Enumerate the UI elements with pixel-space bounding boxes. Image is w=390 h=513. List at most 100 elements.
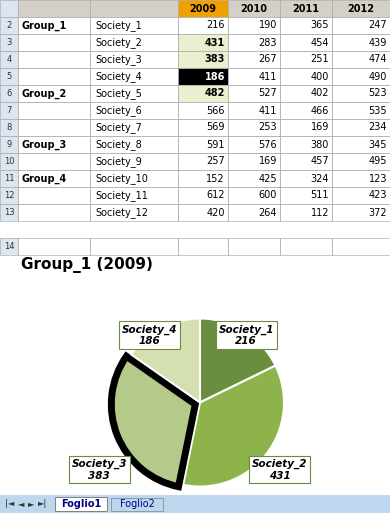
Text: 2: 2 [6,21,12,30]
Text: 482: 482 [205,89,225,98]
Bar [332,0,390,17]
Text: 6: 6 [6,89,12,98]
Bar [332,85,390,102]
Bar [0,17,18,34]
Bar [90,170,178,187]
Text: Foglio1: Foglio1 [61,499,101,509]
Bar [228,85,280,102]
Text: 10: 10 [4,157,14,166]
Bar [18,102,90,119]
Bar [332,187,390,204]
Bar [332,0,390,17]
Text: 264: 264 [259,207,277,218]
Bar [332,34,390,51]
Bar [178,238,228,255]
Bar [228,17,280,34]
Text: 2011: 2011 [292,4,319,13]
Text: 5: 5 [6,72,12,81]
Bar [90,153,178,170]
Bar [0,0,18,17]
Bar [178,85,228,102]
Bar [18,153,90,170]
Bar [228,119,280,136]
Bar [280,136,332,153]
Bar [332,51,390,68]
Bar [18,119,90,136]
Bar [18,187,90,204]
Bar [178,136,228,153]
Bar [90,68,178,85]
Bar [280,170,332,187]
Bar [280,85,332,102]
Bar [228,34,280,51]
Text: Group_3: Group_3 [21,140,66,150]
Bar [90,102,178,119]
Text: 423: 423 [369,190,387,201]
Bar [280,119,332,136]
Bar [90,153,178,170]
Text: 402: 402 [310,89,329,98]
Bar [90,238,178,255]
Text: 247: 247 [369,21,387,30]
Bar [228,85,280,102]
Text: Society_4: Society_4 [95,71,142,82]
Bar [90,136,178,153]
Text: 324: 324 [310,173,329,184]
Bar [0,68,18,85]
Bar [18,136,90,153]
Bar [280,68,332,85]
Bar [90,102,178,119]
Bar [280,17,332,34]
Bar [228,204,280,221]
Bar [280,34,332,51]
Bar [280,238,332,255]
Bar [228,153,280,170]
Text: 466: 466 [310,106,329,115]
Bar [18,204,90,221]
Bar [178,119,228,136]
Bar [0,153,18,170]
Bar [332,153,390,170]
Bar [280,204,332,221]
Bar [228,238,280,255]
Bar [332,68,390,85]
Bar [0,136,18,153]
Bar [90,51,178,68]
Bar [18,85,90,102]
Bar [90,68,178,85]
Text: 490: 490 [369,71,387,82]
Text: 112: 112 [310,207,329,218]
Bar [228,17,280,34]
Text: 186: 186 [205,71,225,82]
Bar [0,187,18,204]
Bar [0,102,18,119]
Bar [178,51,228,68]
Bar [90,0,178,17]
Bar [0,85,18,102]
Bar [332,204,390,221]
Text: Society_7: Society_7 [95,122,142,133]
Bar [90,204,178,221]
Bar [18,51,90,68]
Bar [332,119,390,136]
Bar [228,102,280,119]
Text: Group_1 (2009): Group_1 (2009) [21,257,153,273]
Bar [18,85,90,102]
Bar [18,51,90,68]
Text: 251: 251 [310,54,329,65]
Text: Society_5: Society_5 [95,88,142,99]
Bar [280,187,332,204]
Wedge shape [131,319,200,403]
Bar [228,204,280,221]
Bar [228,51,280,68]
Bar [178,0,228,17]
Text: 431: 431 [205,37,225,48]
Text: Society_10: Society_10 [95,173,148,184]
Bar [178,238,228,255]
Text: Society_3
383: Society_3 383 [71,459,127,481]
Text: 253: 253 [258,123,277,132]
Bar [18,68,90,85]
Text: ►|: ►| [38,500,47,508]
Bar [0,119,18,136]
Bar [178,34,228,51]
